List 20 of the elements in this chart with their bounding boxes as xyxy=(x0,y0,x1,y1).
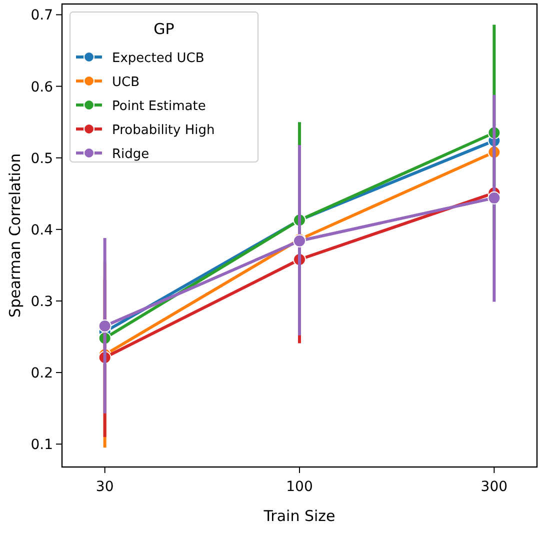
x-tick-label: 100 xyxy=(286,479,313,495)
legend-label: Probability High xyxy=(112,123,215,138)
point xyxy=(488,191,501,204)
legend-label: Ridge xyxy=(112,147,150,162)
x-axis-title: Train Size xyxy=(262,507,336,525)
y-tick-label: 0.1 xyxy=(30,437,53,454)
x-tick-label: 300 xyxy=(480,479,508,495)
x-tick-label: 30 xyxy=(96,479,114,495)
y-axis-title: Spearman Correlation xyxy=(6,153,24,318)
legend-label: UCB xyxy=(112,75,140,90)
legend-label: Expected UCB xyxy=(112,51,204,66)
y-tick-label: 0.6 xyxy=(30,79,54,96)
point xyxy=(98,320,112,333)
y-tick-label: 0.2 xyxy=(30,366,53,382)
legend-title: GP xyxy=(154,20,174,38)
y-tick-label: 0.5 xyxy=(30,150,53,167)
y-tick-label: 0.7 xyxy=(30,8,53,24)
y-tick-label: 0.4 xyxy=(30,222,54,238)
y-tick-label: 0.3 xyxy=(30,294,53,310)
legend-label: Point Estimate xyxy=(112,99,206,114)
